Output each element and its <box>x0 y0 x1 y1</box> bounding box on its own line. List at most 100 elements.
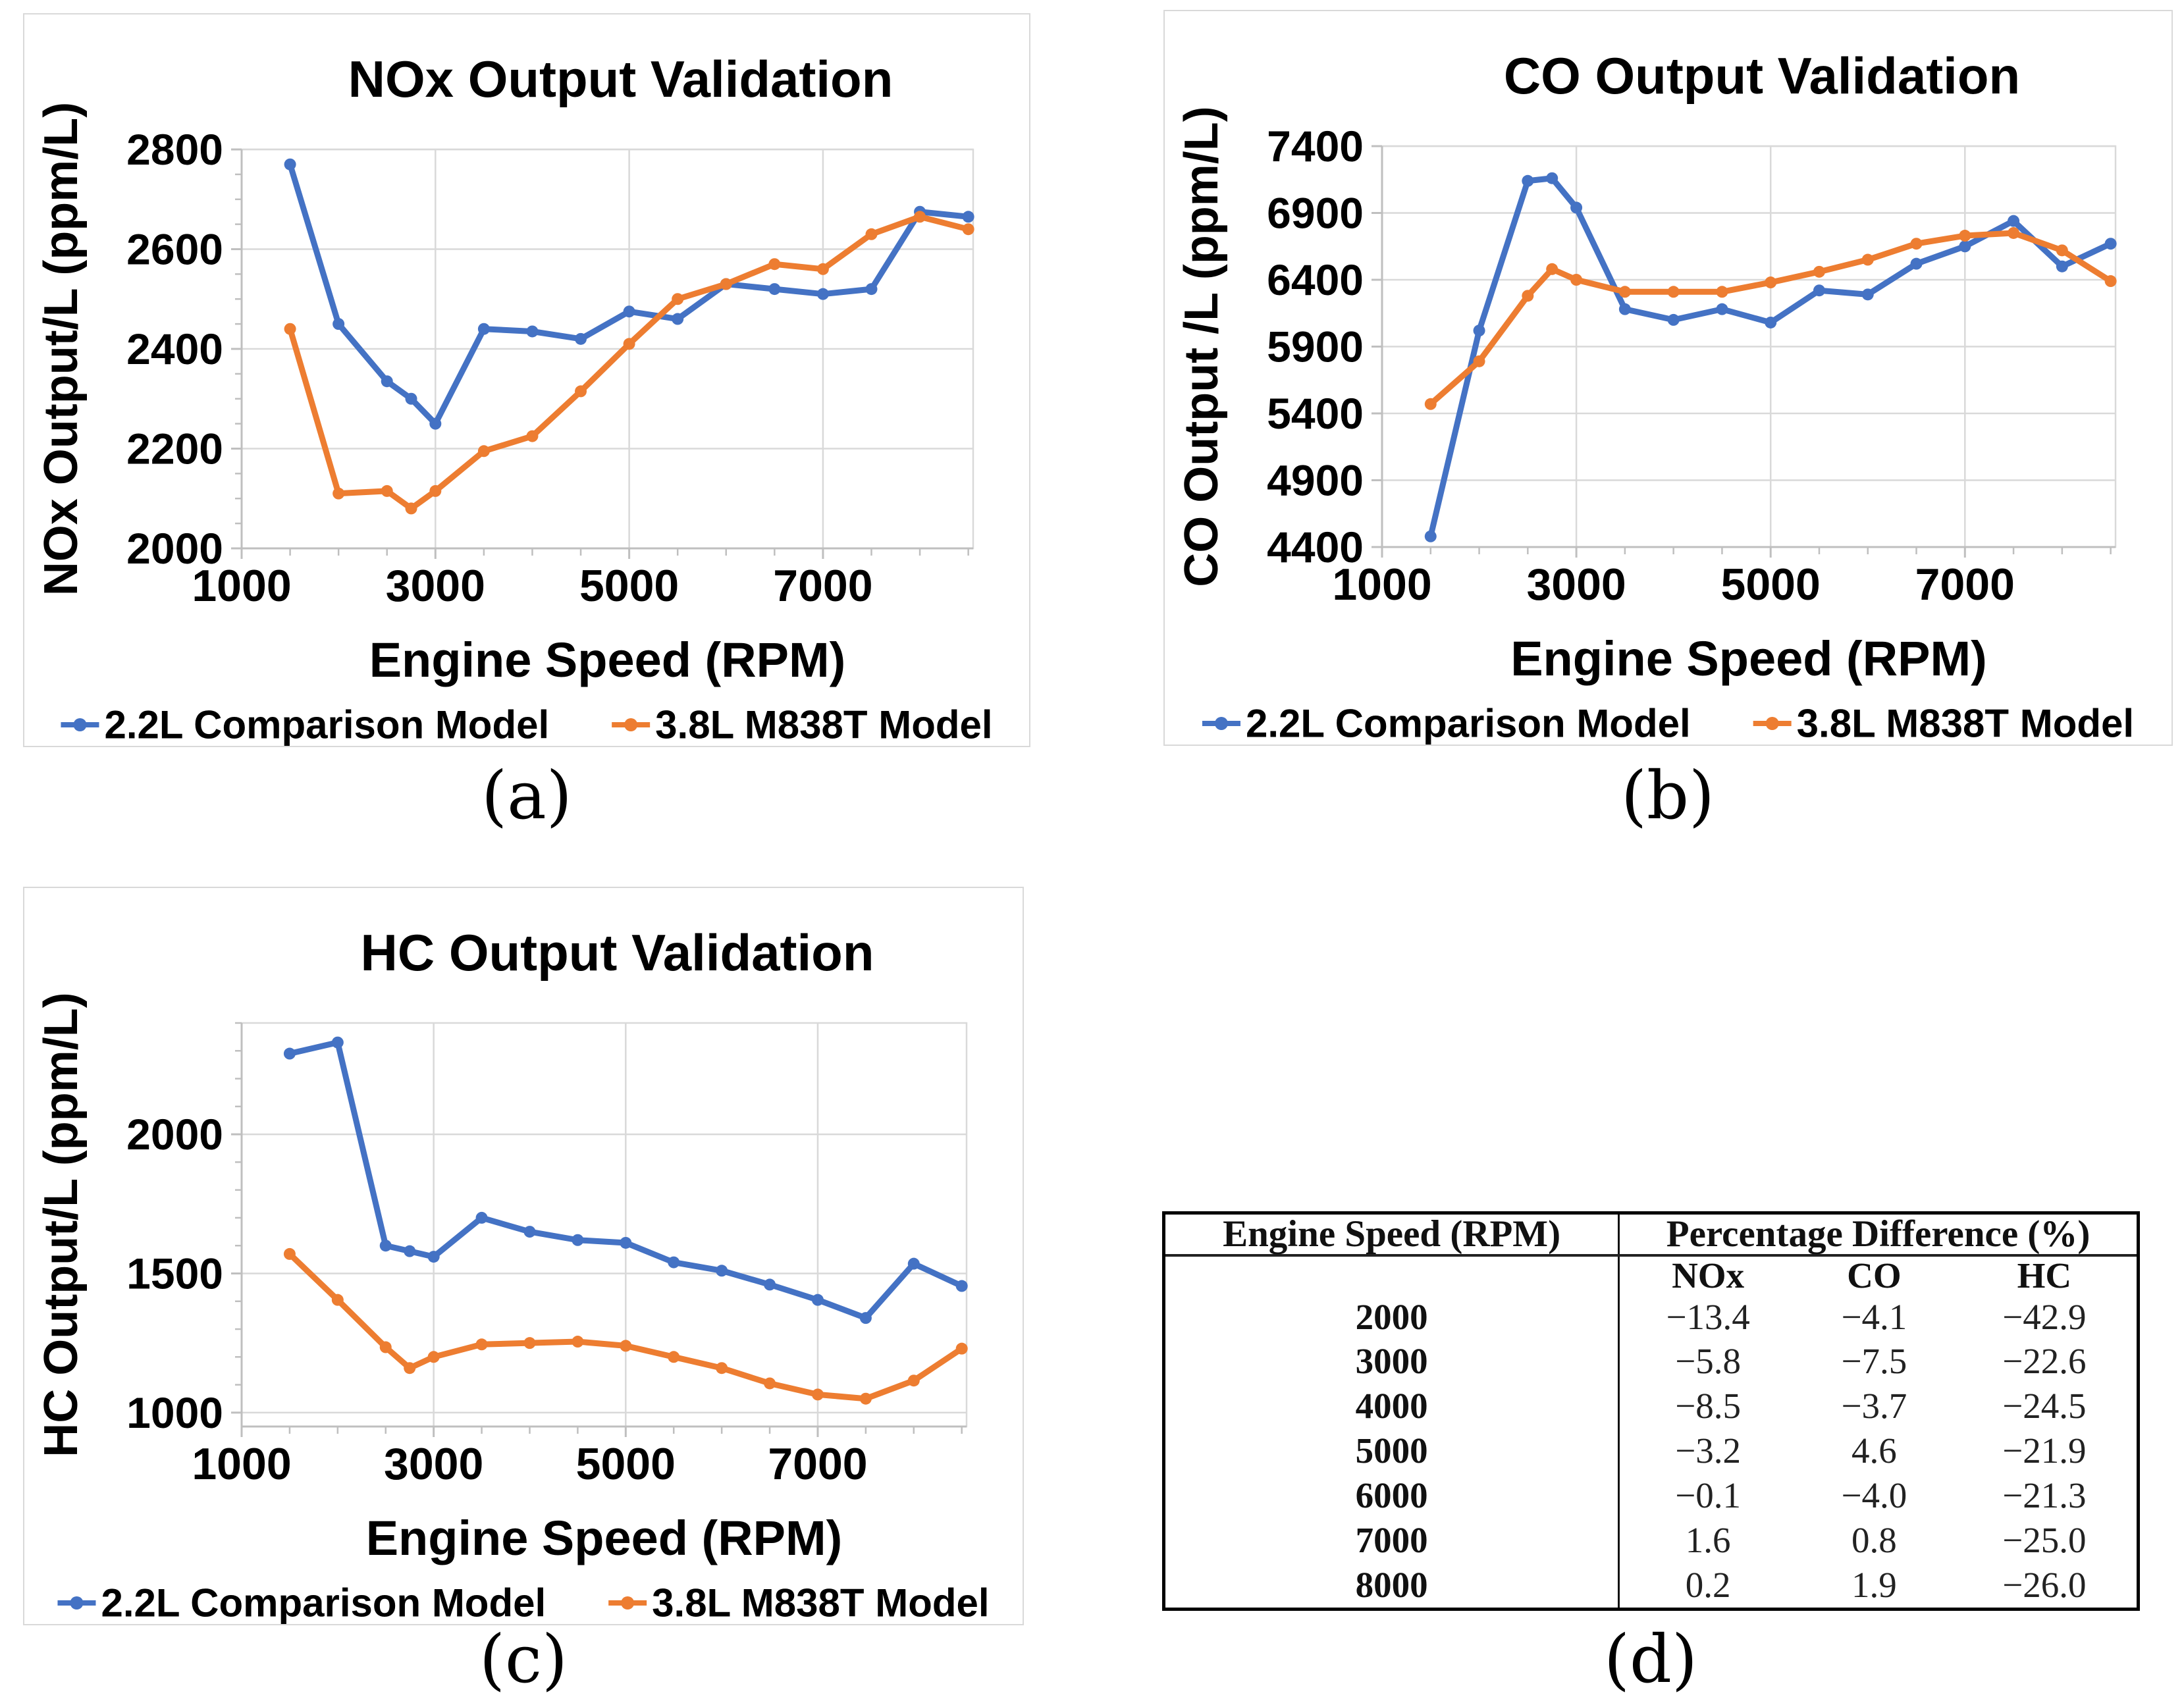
series-marker <box>811 1388 824 1401</box>
x-tick-label: 1000 <box>192 1439 291 1489</box>
table-cell-co: −7.5 <box>1841 1341 1907 1382</box>
series-marker <box>284 158 296 170</box>
series-marker <box>475 1338 488 1351</box>
series-line-2 <box>286 1251 965 1402</box>
table-cell-hc: −22.6 <box>2002 1341 2087 1382</box>
table-cell-hc: −25.0 <box>2002 1519 2087 1560</box>
series-marker <box>859 1392 872 1405</box>
series-marker <box>768 258 781 271</box>
series-marker <box>381 375 393 388</box>
table-cell-rpm: 4000 <box>1163 1384 1620 1429</box>
y-tick-label: 1000 <box>126 1388 223 1437</box>
hc-line-chart: 1000 1500 2000 1000 3000 5000 7000 HC Output Va… <box>35 924 990 1625</box>
series-marker <box>623 338 635 350</box>
legend-label: 3.8L M838T Model <box>1797 702 2134 745</box>
series-marker <box>1424 398 1437 410</box>
caption-c: (c) <box>479 1621 568 1698</box>
nox-chart-panel: 2000 2200 2400 2600 2800 1000 3000 5000 7000 NOx … <box>23 13 1030 747</box>
series-marker <box>331 1036 344 1049</box>
series-marker <box>404 1245 416 1257</box>
legend-marker-dot <box>1765 717 1779 730</box>
table-cell-co: −3.7 <box>1841 1386 1907 1427</box>
series-marker <box>1546 172 1558 184</box>
series-marker <box>523 1226 536 1238</box>
series-marker <box>381 485 393 497</box>
legend-label: 3.8L M838T Model <box>655 703 992 747</box>
table-cell-rpm: 6000 <box>1163 1473 1620 1518</box>
series-marker <box>1716 303 1728 315</box>
table-cell-co: 1.9 <box>1851 1564 1897 1605</box>
series-marker <box>1861 288 1874 301</box>
series-marker <box>865 228 878 240</box>
series-marker <box>405 392 417 405</box>
table-cell-co: −4.1 <box>1841 1296 1907 1337</box>
series-marker <box>1473 355 1485 367</box>
x-tick-label: 5000 <box>1721 560 1821 610</box>
series-line-1 <box>287 161 972 427</box>
table-cell-hc: −26.0 <box>2002 1564 2087 1605</box>
table-cell-nox: 0.2 <box>1685 1564 1731 1605</box>
series-marker <box>962 223 974 236</box>
series-marker <box>1424 530 1437 542</box>
series-marker <box>623 305 635 318</box>
series-marker <box>1959 230 1971 242</box>
table-row: 5000 −3.2 4.6 −21.9 <box>1163 1428 2139 1473</box>
series-marker <box>1570 201 1583 214</box>
legend-label: 3.8L M838T Model <box>652 1581 989 1625</box>
table-cell-rpm: 8000 <box>1163 1562 1620 1610</box>
series-marker <box>716 1362 728 1375</box>
series-marker <box>620 1236 632 1249</box>
series-marker <box>720 278 732 290</box>
series-marker <box>914 211 926 223</box>
table-subheader-hc: HC <box>2017 1255 2072 1296</box>
y-tick-label: 4400 <box>1267 523 1364 571</box>
series-marker <box>1910 257 1923 270</box>
table-row: 2000 −13.4 −4.1 −42.9 <box>1163 1294 2139 1340</box>
x-tick-label: 3000 <box>386 561 485 611</box>
series-marker <box>333 318 345 330</box>
series-marker <box>1959 240 1971 253</box>
series-marker <box>1765 276 1777 289</box>
legend-marker-dot <box>70 1596 84 1610</box>
table-cell-rpm: 5000 <box>1163 1428 1620 1473</box>
y-tick-label: 5900 <box>1267 323 1364 371</box>
table-cell-co: −4.0 <box>1841 1475 1907 1516</box>
y-axis-title: HC Output/L (ppm/L) <box>35 992 88 1457</box>
series-line-2 <box>1427 230 2114 407</box>
series-marker <box>572 1336 584 1348</box>
x-axis-title: Engine Speed (RPM) <box>1510 631 1987 686</box>
hc-chart-panel: 1000 1500 2000 1000 3000 5000 7000 HC Output Va… <box>23 887 1024 1625</box>
series-marker <box>427 1251 440 1263</box>
series-marker <box>1861 253 1874 266</box>
y-tick-label: 7400 <box>1267 122 1364 170</box>
nox-line-chart: 2000 2200 2400 2600 2800 1000 3000 5000 7000 NOx … <box>35 50 993 747</box>
series-marker <box>284 323 296 335</box>
table-subheader-spacer <box>1163 1255 1620 1295</box>
table-cell-hc: −21.3 <box>2002 1475 2087 1516</box>
series-marker <box>955 1342 968 1355</box>
series-marker <box>1765 316 1777 328</box>
series-marker <box>477 445 490 458</box>
legend-item: 2.2L Comparison Model <box>1202 702 1691 745</box>
series-marker <box>1618 303 1631 315</box>
table-cell-nox: −13.4 <box>1666 1296 1750 1337</box>
table-cell-hc: −21.9 <box>2002 1430 2087 1471</box>
x-tick-label: 5000 <box>579 561 679 611</box>
table-body: 2000 −13.4 −4.1 −42.9 3000 −5.8 −7.5 −22.6 4000 −… <box>1163 1294 2139 1610</box>
series-marker <box>283 1247 296 1260</box>
series-marker <box>331 1294 344 1306</box>
x-tick-label: 1000 <box>192 561 291 611</box>
x-tick-label: 7000 <box>773 561 872 611</box>
series-marker <box>716 1265 728 1277</box>
table-header-row: Engine Speed (RPM) Percentage Difference… <box>1163 1213 2139 1257</box>
table-row: 8000 0.2 1.9 −26.0 <box>1163 1562 2139 1610</box>
y-tick-label: 2400 <box>126 325 223 373</box>
legend: 2.2L Comparison Model 3.8L M838T Model <box>1202 702 2134 745</box>
series-marker <box>1546 263 1558 275</box>
series-marker <box>2008 226 2020 239</box>
y-tick-label: 1500 <box>126 1249 223 1297</box>
legend-item: 2.2L Comparison Model <box>61 703 549 746</box>
comparison-table: Engine Speed (RPM) Percentage Difference… <box>1162 1211 2140 1611</box>
caption-a: (a) <box>481 757 572 834</box>
